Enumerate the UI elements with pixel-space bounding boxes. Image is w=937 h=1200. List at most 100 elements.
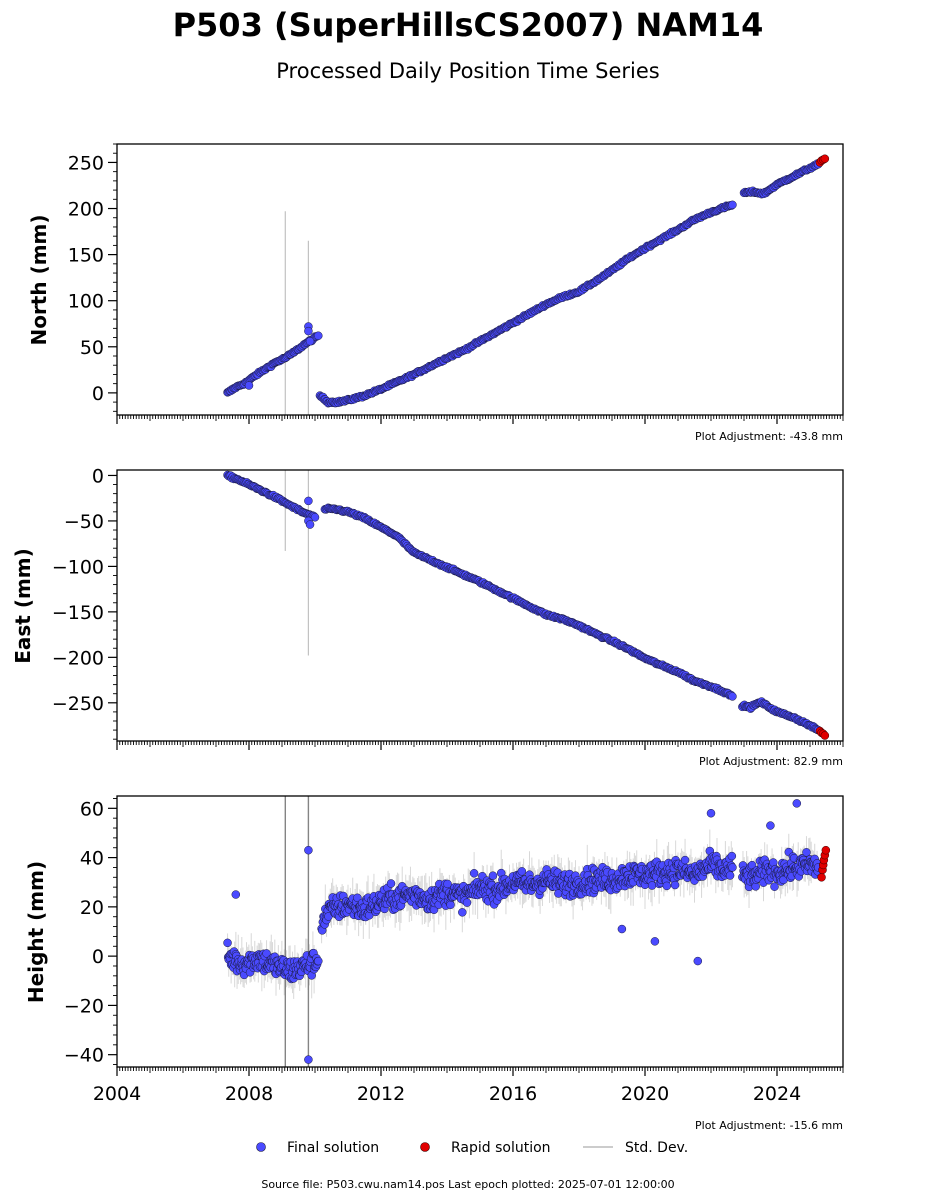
- plot-area: [223, 796, 831, 1067]
- x-tick-label: 2016: [489, 1083, 537, 1105]
- final-point: [223, 938, 232, 948]
- legend-std-label: Std. Dev.: [625, 1140, 688, 1156]
- final-points: [223, 470, 823, 735]
- y-ticks: 0 50 100 150 200 250: [68, 143, 117, 412]
- y-tick-label: −250: [52, 693, 104, 715]
- rapid-point: [817, 873, 826, 882]
- y-tick-label: 250: [68, 152, 104, 174]
- plot-area: [223, 470, 830, 740]
- y-tick-label: −200: [52, 647, 104, 669]
- x-ticks: [116, 741, 844, 750]
- axes-frame: [116, 795, 844, 1068]
- outlier-point: [244, 381, 254, 390]
- outlier-point: [304, 496, 313, 506]
- x-tick-label: 2024: [753, 1083, 801, 1105]
- north-adjustment: Plot Adjustment: -43.8 mm: [695, 430, 843, 443]
- final-point: [310, 513, 320, 522]
- final-point: [802, 848, 811, 857]
- outlier-point: [231, 890, 241, 899]
- outlier-point: [693, 956, 703, 966]
- final-point: [314, 956, 323, 966]
- final-point: [728, 692, 737, 701]
- final-point: [770, 882, 779, 891]
- x-tick-label: 2020: [621, 1083, 669, 1105]
- north-ylabel: North (mm): [27, 214, 51, 345]
- y-tick-label: 100: [68, 291, 104, 313]
- rapid-point: [820, 731, 830, 740]
- east-panel: East (mm) Plot Adjustment: 82.9 mm 0 −50 −…: [11, 465, 844, 768]
- y-tick-label: 60: [80, 798, 104, 820]
- figure-subtitle: Processed Daily Position Time Series: [276, 59, 660, 83]
- rapid-points: [817, 845, 831, 882]
- outlier-point: [706, 808, 716, 818]
- axes-frame: [116, 143, 844, 416]
- final-point: [443, 879, 452, 889]
- height-adjustment: Plot Adjustment: -15.6 mm: [695, 1119, 843, 1132]
- outlier-point: [617, 924, 627, 934]
- outlier-point: [792, 799, 802, 808]
- outlier-point: [305, 337, 315, 346]
- x-tick-label: 2008: [225, 1083, 273, 1105]
- y-tick-label: 50: [80, 337, 104, 359]
- y-ticks: 60 40 20 0 −20 −40: [64, 798, 117, 1067]
- final-point: [725, 871, 735, 880]
- y-tick-label: 40: [80, 848, 104, 870]
- final-point: [662, 881, 672, 891]
- y-tick-label: −150: [52, 602, 104, 624]
- final-point: [314, 331, 323, 340]
- plot-area: [223, 154, 830, 415]
- y-tick-label: −40: [64, 1045, 104, 1067]
- outlier-point: [305, 520, 315, 529]
- figure-title: P503 (SuperHillsCS2007) NAM14: [173, 6, 764, 44]
- y-tick-label: −100: [52, 556, 104, 578]
- final-points: [223, 159, 823, 408]
- outlier-point: [304, 326, 313, 336]
- rapid-points: [815, 154, 830, 167]
- final-point: [728, 863, 737, 872]
- source-footer: Source file: P503.cwu.nam14.pos Last epo…: [261, 1178, 674, 1191]
- y-ticks: 0 −50 −100 −150 −200 −250: [52, 465, 117, 740]
- height-panel: Height (mm) Plot Adjustment: -15.6 mm 60…: [24, 795, 844, 1132]
- final-point: [446, 900, 455, 910]
- legend: Final solution Rapid solution Std. Dev.: [256, 1140, 688, 1156]
- final-point: [728, 200, 737, 210]
- y-tick-label: 200: [68, 199, 104, 221]
- y-tick-label: 0: [92, 383, 104, 405]
- final-point: [386, 879, 396, 888]
- final-point: [670, 880, 680, 890]
- final-point: [647, 881, 657, 890]
- outlier-point: [650, 937, 660, 946]
- east-adjustment: Plot Adjustment: 82.9 mm: [699, 755, 843, 768]
- final-point: [517, 867, 527, 876]
- y-tick-label: 20: [80, 897, 104, 919]
- x-tick-label: 2004: [93, 1083, 141, 1105]
- height-ylabel: Height (mm): [24, 861, 48, 1003]
- rapid-point: [820, 154, 830, 163]
- y-tick-label: 0: [92, 946, 104, 968]
- legend-rapid-label: Rapid solution: [451, 1140, 551, 1156]
- final-point: [680, 855, 690, 865]
- y-tick-label: −20: [64, 995, 104, 1017]
- legend-final-marker: [256, 1142, 266, 1152]
- y-tick-label: 0: [92, 465, 104, 487]
- x-tick-label: 2012: [357, 1083, 405, 1105]
- rapid-point: [821, 845, 831, 855]
- x-ticks: [116, 415, 844, 424]
- final-point: [458, 908, 467, 917]
- legend-rapid-marker: [420, 1142, 430, 1152]
- outlier-point: [766, 821, 775, 830]
- final-point: [262, 949, 271, 958]
- east-ylabel: East (mm): [11, 548, 35, 664]
- final-point: [488, 871, 498, 880]
- final-point: [727, 851, 737, 861]
- outlier-point: [304, 845, 313, 855]
- north-panel: North (mm) Plot Adjustment: -43.8 mm 0 50…: [27, 143, 844, 443]
- outlier-point: [304, 1055, 313, 1064]
- x-ticks: [116, 1067, 844, 1076]
- final-points: [223, 799, 823, 1064]
- rapid-points: [815, 726, 830, 740]
- y-tick-label: 150: [68, 245, 104, 267]
- y-tick-label: −50: [64, 511, 104, 533]
- final-point: [469, 869, 479, 878]
